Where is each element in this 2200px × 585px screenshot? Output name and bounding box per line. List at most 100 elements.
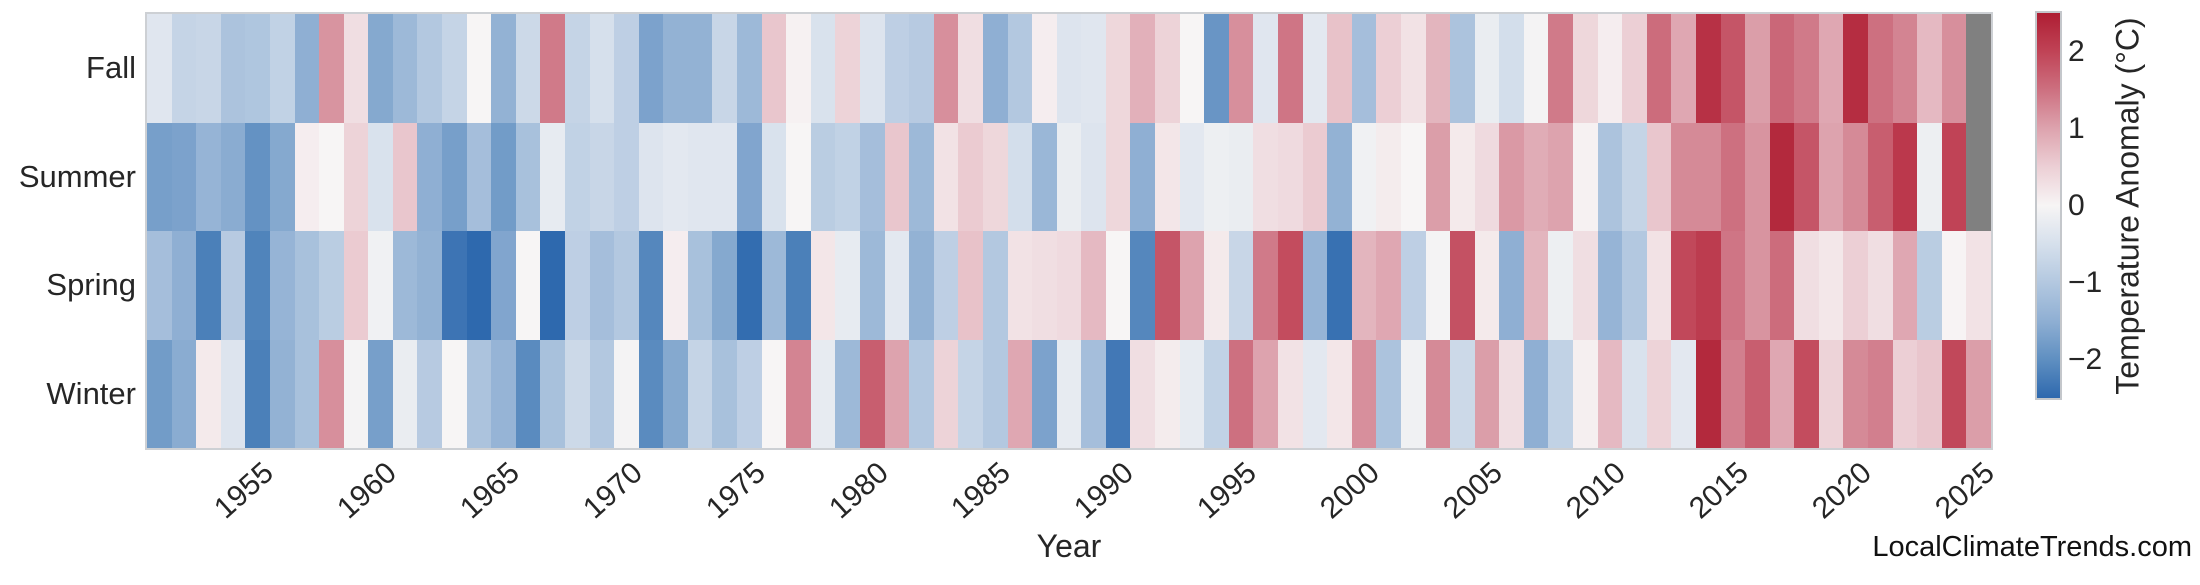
heatmap-cell (1695, 339, 1721, 448)
heatmap-cell (540, 122, 565, 231)
heatmap-cell (1720, 122, 1746, 231)
x-tick-label: 1985 (945, 456, 1018, 526)
heatmap-cell (171, 122, 197, 231)
heatmap-cell (1228, 122, 1254, 231)
heatmap-cell (712, 14, 738, 123)
heatmap-cell (1277, 14, 1303, 123)
heatmap-cell (1843, 339, 1869, 448)
heatmap-cell (294, 122, 320, 231)
heatmap-cell (466, 339, 492, 448)
heatmap-cell (245, 339, 270, 448)
heatmap-cell (1130, 339, 1156, 448)
heatmap-cell (958, 14, 983, 123)
row-label-fall: Fall (86, 50, 136, 86)
heatmap-cell (1966, 122, 1991, 231)
heatmap-cell (1966, 339, 1991, 448)
heatmap-cell (564, 14, 590, 123)
heatmap-cell (638, 122, 664, 231)
heatmap-cell (1794, 339, 1819, 448)
heatmap-cell (1646, 231, 1672, 340)
heatmap-cell (294, 231, 320, 340)
heatmap-cell (540, 339, 565, 448)
heatmap-cell (491, 122, 516, 231)
heatmap-cell (786, 14, 811, 123)
heatmap-cell (220, 122, 246, 231)
heatmap-cell (1155, 122, 1180, 231)
heatmap-cell (1302, 231, 1328, 340)
heatmap-cell (1056, 14, 1082, 123)
heatmap-cell (564, 339, 590, 448)
heatmap-cell (1769, 122, 1795, 231)
heatmap-cell (1032, 14, 1057, 123)
heatmap-cell (1892, 231, 1918, 340)
heatmap-cell (687, 14, 713, 123)
heatmap-cell (540, 231, 565, 340)
heatmap-cell (810, 14, 836, 123)
heatmap-cell (343, 339, 369, 448)
heatmap-cell (1105, 122, 1131, 231)
heatmap-cell (1400, 14, 1426, 123)
heatmap-cell (1081, 14, 1106, 123)
heatmap-cell (269, 231, 295, 340)
heatmap-cell (368, 231, 393, 340)
heatmap-cell (1818, 231, 1844, 340)
heatmap-cell (1892, 122, 1918, 231)
heatmap-cell (1671, 14, 1696, 123)
heatmap-cell (491, 231, 516, 340)
heatmap-cell (1007, 231, 1033, 340)
heatmap-cell (294, 339, 320, 448)
heatmap-cell (392, 339, 418, 448)
heatmap-cell (1671, 231, 1696, 340)
heatmap-cell (712, 231, 738, 340)
heatmap-cell (245, 14, 270, 123)
heatmap-cell (515, 231, 541, 340)
colorbar-tick--2: −2 (2068, 342, 2103, 376)
heatmap-cell (1179, 122, 1205, 231)
heatmap-cell (835, 122, 860, 231)
heatmap-cell (1941, 14, 1967, 123)
heatmap-cell (860, 339, 885, 448)
heatmap-cell (147, 231, 172, 340)
heatmap-cell (1130, 231, 1156, 340)
heatmap-cell (884, 231, 910, 340)
heatmap-cell (1302, 14, 1328, 123)
heatmap-cell (1818, 122, 1844, 231)
heatmap-cell (1204, 14, 1229, 123)
heatmap-cell (1499, 231, 1524, 340)
heatmap-cell (1400, 231, 1426, 340)
heatmap-cell (343, 14, 369, 123)
heatmap-cell (417, 14, 443, 123)
heatmap-cell (1474, 339, 1500, 448)
heatmap-cell (1228, 14, 1254, 123)
heatmap-cell (1941, 122, 1967, 231)
heatmap-cell (1622, 14, 1647, 123)
heatmap-cell (1523, 339, 1549, 448)
heatmap-cell (687, 122, 713, 231)
heatmap-cell (392, 231, 418, 340)
heatmap-cell (1843, 14, 1869, 123)
x-tick-label: 2010 (1560, 456, 1632, 526)
heatmap-cell (1523, 231, 1549, 340)
heatmap-cell (884, 122, 910, 231)
heatmap-cell (515, 122, 541, 231)
heatmap-cell (687, 339, 713, 448)
heatmap-cell (1327, 231, 1352, 340)
heatmap-cell (1573, 14, 1598, 123)
heatmap-cell (1892, 339, 1918, 448)
heatmap-cell (147, 14, 172, 123)
heatmap-cell (1499, 122, 1524, 231)
row-label-summer: Summer (18, 158, 136, 194)
heatmap-cell (1548, 14, 1574, 123)
heatmap-cell (614, 14, 639, 123)
heatmap-cell (982, 122, 1008, 231)
heatmap-cell (589, 14, 615, 123)
heatmap-cell (1671, 122, 1696, 231)
heatmap-cell (1597, 14, 1623, 123)
heatmap-cell (1646, 339, 1672, 448)
heatmap-cell (1720, 231, 1746, 340)
heatmap-cell (1155, 231, 1180, 340)
heatmap-cell (245, 231, 270, 340)
heatmap-cell (663, 231, 688, 340)
heatmap-cell (417, 122, 443, 231)
heatmap-cell (1474, 231, 1500, 340)
